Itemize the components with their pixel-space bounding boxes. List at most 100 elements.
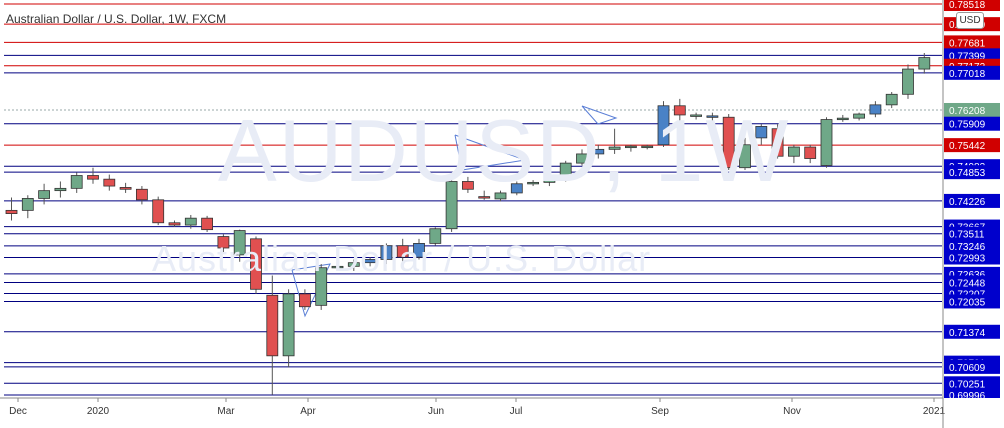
candle-body (70, 175, 83, 189)
candle-body (21, 198, 34, 211)
time-tick-label: Nov (783, 406, 801, 417)
candle-body (331, 265, 344, 269)
candle-body (103, 178, 116, 187)
price-label-box (944, 165, 1000, 180)
candle-body (543, 178, 556, 183)
price-label-box (944, 116, 1000, 131)
price-label: 0.70251 (949, 379, 986, 390)
price-label-box (944, 238, 1000, 253)
price-label: 0.72035 (949, 297, 986, 308)
candle-body (510, 183, 523, 194)
candle-body (315, 267, 328, 306)
time-tick-label: Jul (510, 406, 523, 417)
price-label: 0.74226 (949, 197, 986, 208)
pattern-triangle (581, 105, 618, 125)
price-label-box (944, 359, 1000, 374)
price-label: 0.75442 (949, 141, 986, 152)
price-label: 0.71374 (949, 328, 986, 339)
time-tick-label: 2021 (923, 406, 946, 417)
candle-body (902, 68, 914, 95)
candle-body (233, 230, 246, 256)
candle-body (217, 236, 230, 249)
candle-body (853, 113, 865, 119)
candle-body (771, 128, 784, 157)
chart-title: Australian Dollar / U.S. Dollar, 1W, FXC… (6, 12, 227, 26)
candle-body (836, 117, 849, 121)
price-label: 0.72636 (949, 270, 986, 281)
candle-body (298, 293, 311, 308)
candle-body (266, 294, 279, 357)
candle-body (135, 188, 148, 201)
price-label: 0.75909 (949, 120, 986, 131)
candle-body (885, 93, 898, 106)
price-label: 0.77399 (949, 51, 986, 62)
price-label-box (944, 102, 1000, 117)
candle-body (347, 262, 360, 267)
price-label-box (944, 324, 1000, 339)
time-tick-label: Sep (651, 406, 669, 417)
candle-body (576, 153, 588, 164)
price-label: 0.73246 (949, 242, 986, 253)
time-tick-label: Jun (428, 406, 444, 417)
candle-body (429, 228, 442, 244)
price-label: 0.73511 (949, 230, 985, 241)
price-label-box (944, 294, 1000, 309)
candle-body (722, 116, 735, 169)
price-label: 0.76208 (949, 106, 986, 117)
price-label-box (944, 226, 1000, 241)
candle-body (282, 293, 295, 357)
candle-body (168, 222, 181, 226)
candle-body (54, 187, 67, 192)
price-label: 0.72448 (949, 278, 986, 289)
candle-body (918, 57, 931, 70)
candle-body (380, 245, 393, 260)
price-label-box (944, 376, 1000, 391)
candle-body (706, 115, 719, 118)
candle-body (673, 105, 686, 116)
currency-badge[interactable]: USD (956, 12, 984, 29)
price-label: 0.69996 (949, 391, 986, 402)
candle-body (250, 238, 262, 290)
candle-body (184, 217, 197, 226)
watermark-name: Australian Dollar / U.S. Dollar (152, 238, 652, 279)
candle-body (152, 199, 165, 224)
watermark-symbol: AUDUSD, 1W (218, 101, 791, 200)
candle-body (804, 146, 817, 159)
candle-body (445, 181, 458, 230)
pattern-triangle (454, 134, 526, 171)
candle-body (87, 175, 99, 180)
candle-body (625, 145, 637, 149)
candle-body (739, 144, 751, 169)
price-label-box (944, 0, 1000, 11)
price-label: 0.78518 (949, 0, 986, 11)
time-tick-label: Mar (217, 406, 235, 417)
candle-body (559, 162, 572, 180)
time-tick-label: Apr (300, 406, 316, 417)
candle-body (364, 259, 377, 264)
candle-body (461, 181, 474, 190)
candle-body (5, 209, 18, 214)
candle-body (413, 243, 425, 258)
candle-body (592, 148, 605, 155)
candle-body (869, 104, 882, 115)
candle-body (641, 145, 654, 149)
price-label-box (944, 138, 1000, 153)
price-label-box (944, 275, 1000, 290)
candle-body (657, 105, 670, 146)
price-label: 0.72993 (949, 253, 986, 264)
price-label-box (944, 250, 1000, 265)
candle-body (608, 146, 621, 150)
candle-body (527, 181, 539, 185)
candle-body (119, 187, 132, 190)
candle-body (755, 126, 768, 139)
price-label-box (944, 35, 1000, 50)
candle-body (820, 119, 833, 166)
price-label-box (944, 65, 1000, 80)
candle-body (38, 190, 50, 199)
time-tick-label: 2020 (87, 406, 110, 417)
price-label: 0.70609 (949, 363, 986, 374)
candle-body (478, 196, 491, 199)
price-label-box (944, 193, 1000, 208)
